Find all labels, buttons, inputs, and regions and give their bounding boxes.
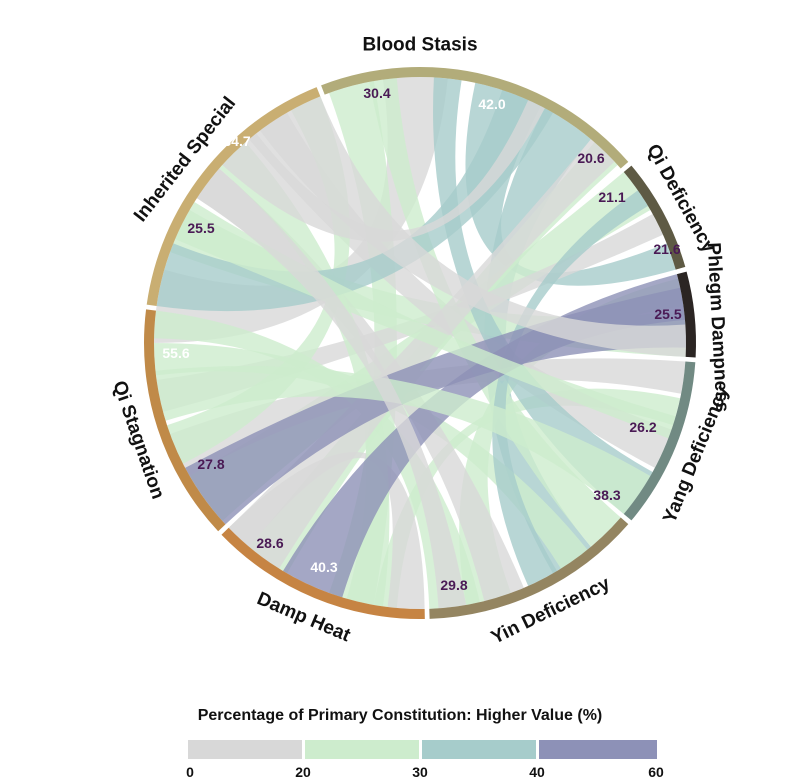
ribbon-layer [154,77,687,610]
value-label-4: 21.1 [598,189,625,205]
legend-bar-0-20 [188,740,302,759]
chord-ribbon-28 [196,168,467,609]
chord-ribbon-30 [259,96,687,357]
chord-ribbon-23 [185,287,687,525]
value-label-12: 27.8 [197,456,224,472]
value-label-5: 21.6 [653,241,680,257]
chord-ribbon-22 [228,139,615,569]
value-label-3: 20.6 [577,150,604,166]
group-arc-layer [144,66,696,620]
chord-ribbon-27 [175,202,676,439]
chord-ribbon-29 [222,100,545,242]
group-arc-phlegm-dampness [676,271,696,358]
value-label-10: 40.3 [310,559,337,575]
group-arc-blood-stasis [321,66,629,169]
legend-tick-40: 40 [529,764,545,780]
legend-bar-20-30 [305,740,419,759]
value-label-2: 42.0 [478,96,505,112]
legend-tick-60: 60 [648,764,664,780]
value-label-14: 25.5 [187,220,214,236]
group-arc-qi-stagnation [144,309,226,532]
legend-bar-30-40 [422,740,536,759]
value-label-15: 34.7 [223,133,250,149]
value-label-9: 29.8 [440,577,467,593]
chord-ribbon-2 [484,108,591,574]
group-arc-qi-deficiency [623,165,686,270]
legend-tick-30: 30 [412,764,428,780]
value-label-6: 25.5 [654,306,681,322]
legend-tick-0: 0 [186,764,194,780]
group-label-blood-stasis: Blood Stasis [362,35,477,56]
legend-bar-40-60 [539,740,657,759]
value-label-7: 26.2 [629,419,656,435]
group-arc-damp-heat [221,527,425,620]
value-label-11: 28.6 [256,535,283,551]
value-label-layer: 30.4 42.0 20.6 21.1 21.6 25.5 26.2 38.3 29.8 40.3… [162,85,681,593]
value-label-8: 38.3 [593,487,620,503]
chord-ribbon-14 [369,78,621,547]
group-arc-yin-deficiency [429,517,629,619]
value-label-1: 30.4 [363,85,390,101]
chord-ribbon-25 [155,365,651,514]
legend-tick-20: 20 [295,764,311,780]
legend-title: Percentage of Primary Constitution: High… [197,707,603,724]
group-arc-yang-deficiency [623,361,696,521]
value-label-13: 55.6 [162,345,189,361]
